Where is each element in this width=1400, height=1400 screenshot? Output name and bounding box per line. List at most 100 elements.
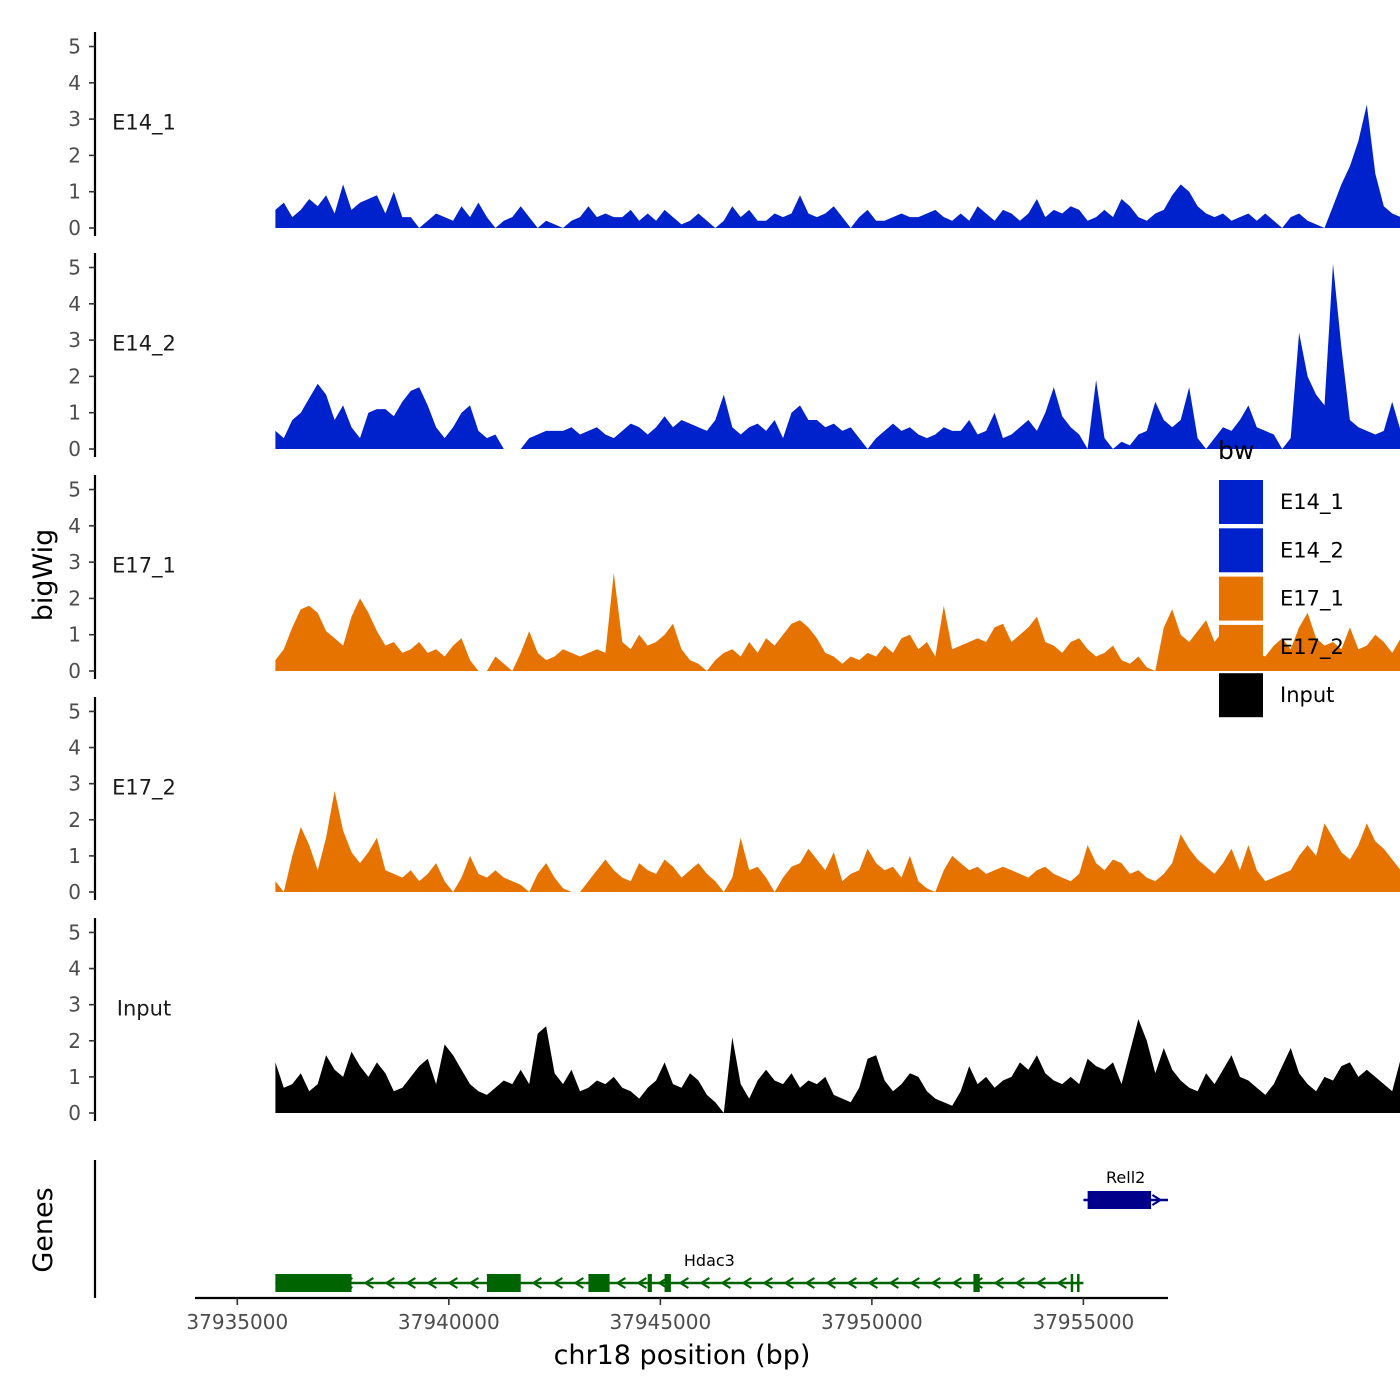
legend-title: bw (1218, 436, 1254, 465)
y-tick-label: 1 (68, 844, 81, 868)
y-tick-label: 4 (68, 292, 81, 316)
coverage-area-e14-2 (275, 263, 1400, 449)
y-tick-label: 3 (68, 107, 81, 131)
y-tick-label: 0 (68, 1101, 81, 1125)
strand-arrow (531, 1277, 542, 1289)
legend: bw E14_1 E14_2 E17_1 E17_2 Input (1218, 436, 1344, 718)
gene-rell2: Rell2 (1083, 1168, 1168, 1209)
strand-arrow (1151, 1194, 1163, 1206)
legend-item: E14_2 (1219, 528, 1344, 573)
track-label: E14_2 (112, 332, 176, 357)
y-tick-label: 5 (68, 699, 81, 723)
y-tick-label: 2 (68, 364, 81, 388)
gene-exon (275, 1274, 352, 1292)
legend-swatch (1219, 624, 1263, 669)
track-e14-2: 0 1 2 3 4 5 E14_2 (68, 253, 1400, 461)
legend-label: E17_1 (1280, 587, 1344, 612)
coverage-tracks: 0 1 2 3 4 5 E14_1 0 1 2 3 4 5 E14_2 0 1 2 3 4 5 E17_1 0 1 2 3 4 5 E… (68, 32, 1400, 1125)
strand-arrow (636, 1277, 647, 1289)
gene-exon (647, 1274, 652, 1292)
track-label: Input (117, 996, 171, 1020)
y-tick-label: 2 (68, 1029, 81, 1053)
legend-label: E14_2 (1280, 538, 1344, 563)
strand-arrow (363, 1277, 374, 1289)
gene-exon (664, 1274, 671, 1292)
strand-arrow (720, 1277, 731, 1289)
y-axis-title: bigWig (28, 529, 59, 622)
x-tick-label: 37955000 (1032, 1310, 1134, 1334)
strand-arrow (1056, 1277, 1067, 1289)
y-tick-label: 5 (68, 35, 81, 59)
y-tick-label: 4 (68, 71, 81, 95)
y-tick-label: 1 (68, 1065, 81, 1089)
gene-exon (1087, 1191, 1152, 1209)
strand-arrow (615, 1277, 626, 1289)
track-label: E17_2 (112, 775, 176, 800)
gene-exon (1077, 1274, 1080, 1292)
x-tick-label: 37940000 (398, 1310, 500, 1334)
y-tick-label: 3 (68, 550, 81, 574)
track-e17-2: 0 1 2 3 4 5 E17_2 (68, 697, 1400, 904)
legend-swatch (1219, 673, 1263, 718)
strand-arrow (426, 1277, 437, 1289)
track-label: E14_1 (112, 111, 176, 136)
strand-arrow (447, 1277, 458, 1289)
gene-label: Hdac3 (684, 1251, 735, 1270)
strand-arrow (552, 1277, 563, 1289)
strand-arrow (867, 1277, 878, 1289)
track-label: E17_1 (112, 554, 176, 579)
strand-arrow (1035, 1277, 1046, 1289)
strand-arrow (405, 1277, 416, 1289)
strand-arrow (804, 1277, 815, 1289)
strand-arrow (993, 1277, 1004, 1289)
y-tick-label: 2 (68, 808, 81, 832)
y-tick-label: 4 (68, 957, 81, 981)
gene-exon (973, 1274, 980, 1292)
y-tick-label: 2 (68, 143, 81, 167)
strand-arrow (1014, 1277, 1025, 1289)
gene-exon (1070, 1274, 1074, 1292)
strand-arrow (699, 1277, 710, 1289)
legend-swatch (1219, 576, 1263, 621)
strand-arrow (909, 1277, 920, 1289)
legend-item: Input (1219, 673, 1334, 718)
y-tick-label: 5 (68, 478, 81, 502)
legend-item: E14_1 (1219, 480, 1344, 524)
legend-item: E17_2 (1219, 624, 1344, 669)
legend-item: E17_1 (1219, 576, 1344, 621)
strand-arrow (762, 1277, 773, 1289)
track-e14-1: 0 1 2 3 4 5 E14_1 (68, 32, 1400, 240)
gene-models: Hdac3 Rell2 (275, 1168, 1168, 1292)
gene-hdac3: Hdac3 (275, 1251, 1084, 1292)
strand-arrow (846, 1277, 857, 1289)
strand-arrow (384, 1277, 395, 1289)
strand-arrow (951, 1277, 962, 1289)
strand-arrow (930, 1277, 941, 1289)
y-tick-label: 3 (68, 328, 81, 352)
legend-label: E14_1 (1280, 490, 1344, 515)
strand-arrow (888, 1277, 899, 1289)
y-tick-label: 1 (68, 180, 81, 204)
legend-label: Input (1280, 683, 1334, 707)
strand-arrow (573, 1277, 584, 1289)
legend-swatch (1219, 480, 1263, 524)
y-tick-label: 4 (68, 514, 81, 538)
y-tick-label: 5 (68, 256, 81, 280)
legend-label: E17_2 (1280, 635, 1344, 660)
strand-arrow (825, 1277, 836, 1289)
legend-swatch (1219, 528, 1263, 573)
y-tick-label: 3 (68, 772, 81, 796)
track-input: 0 1 2 3 4 5 Input (68, 918, 1400, 1125)
gene-exon (588, 1274, 610, 1292)
x-tick-label: 37950000 (821, 1310, 923, 1334)
coverage-area-input (275, 1019, 1400, 1113)
x-axis: 37935000 37940000 37945000 37950000 37955000 (186, 1296, 1168, 1334)
y-tick-label: 0 (68, 659, 81, 683)
coverage-area-e17-2 (275, 790, 1400, 892)
coverage-area-e14-1 (275, 104, 1400, 228)
y-tick-label: 0 (68, 880, 81, 904)
genes-panel: Genes Hdac3 Rell2 (28, 1160, 1168, 1298)
y-tick-label: 0 (68, 437, 81, 461)
coverage-area-e17-1 (275, 573, 1400, 671)
